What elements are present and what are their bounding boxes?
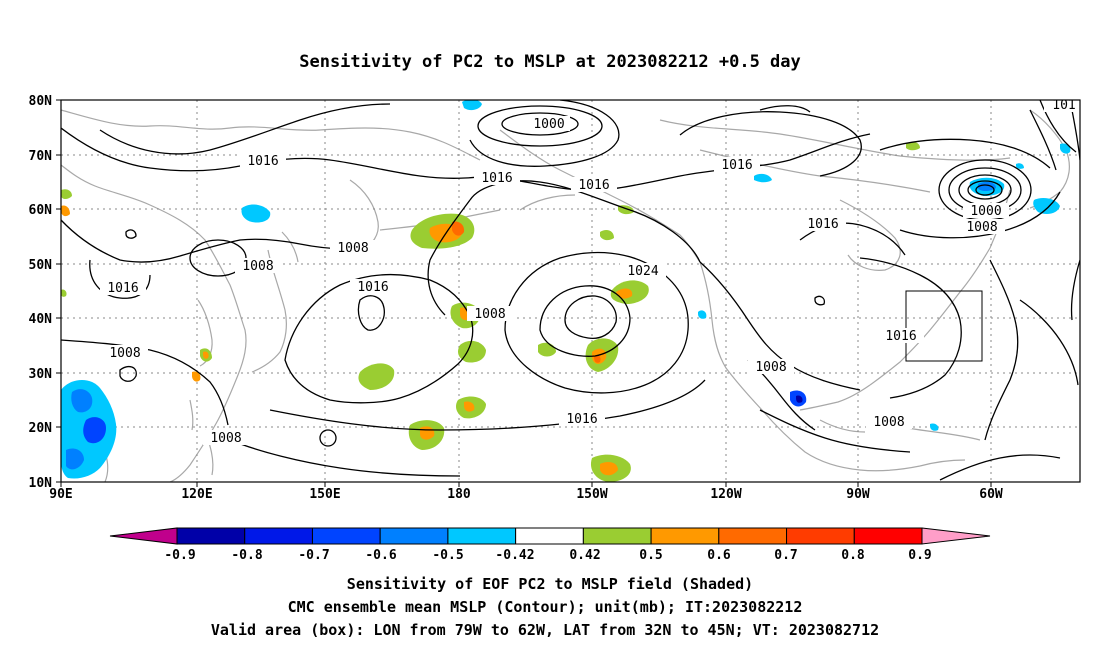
map-frame [60,99,1081,483]
isobar-label: 1008 [755,360,786,375]
colorbar: -0.9 -0.8 -0.7 -0.6 -0.5 -0.42 0.42 0.5 … [109,527,991,563]
isobar-label: 1016 [357,280,388,295]
isobar-label: 1008 [242,259,273,274]
isobar-label: 1000 [970,204,1001,219]
colorbar-tick: 0.5 [639,548,662,563]
lon-label: 180 [447,487,471,502]
isobar-label: 1008 [474,307,505,322]
isobar-label: 1024 [627,264,658,279]
valid-area-box [905,290,983,362]
isobar-label: 1008 [210,431,241,446]
colorbar-segment [311,527,381,545]
colorbar-segment [176,527,246,545]
colorbar-tick: 0.7 [774,548,797,563]
isobar-label: 1016 [247,154,278,169]
colorbar-tick: -0.9 [164,548,195,563]
isobar-label: 1016 [578,178,609,193]
lat-label: 40N [29,312,53,327]
colorbar-segment [786,527,855,545]
colorbar-segment [853,527,923,545]
lon-label: 150E [309,487,340,502]
axis-ticks [56,99,992,487]
isobar-label: 1016 [885,329,916,344]
colorbar-segment [447,527,517,545]
isobar-label: 1008 [873,415,904,430]
lon-label: 90E [49,487,72,502]
captions: Sensitivity of EOF PC2 to MSLP field (Sh… [211,575,879,639]
isobar-label: 1008 [109,346,140,361]
isobar-label: 1016 [807,217,838,232]
lat-label: 20N [29,421,53,436]
lat-label: 10N [29,476,53,491]
lon-label: 60W [979,487,1003,502]
lon-label: 150W [576,487,607,502]
isobar-label: 1000 [533,117,564,132]
lon-label: 90W [846,487,870,502]
caption-valid-area: Valid area (box): LON from 79W to 62W, L… [211,621,879,639]
isobar-label: 1016 [566,412,597,427]
colorbar-tick-labels: -0.9 -0.8 -0.7 -0.6 -0.5 -0.42 0.42 0.5 … [164,548,931,563]
lon-label: 120W [710,487,741,502]
lat-label: 80N [29,94,53,109]
colorbar-tick: 0.6 [707,548,731,563]
graticule [61,100,1080,482]
colorbar-segment [718,527,788,545]
lon-label: 120E [181,487,212,502]
colorbar-tick: 0.8 [841,548,865,563]
colorbar-left-arrow [109,527,178,545]
colorbar-tick: -0.8 [231,548,262,563]
colorbar-segment [515,527,584,545]
lat-label: 50N [29,258,53,273]
colorbar-tick: -0.42 [495,548,534,563]
colorbar-segment [244,527,313,545]
isobar-label: 1016 [721,158,752,173]
colorbar-tick: 0.42 [569,548,600,563]
caption-shading: Sensitivity of EOF PC2 to MSLP field (Sh… [347,575,753,593]
longitude-labels: 90E 120E 150E 180 150W 120W 90W 60W [49,487,1003,502]
figure-title: Sensitivity of PC2 to MSLP at 2023082212… [299,52,801,72]
isobar-label: 1016 [107,281,138,296]
lat-label: 30N [29,367,53,382]
colorbar-tick: -0.6 [365,548,396,563]
caption-contour: CMC ensemble mean MSLP (Contour); unit(m… [288,598,803,616]
isobar-labels: 1000 1016 1016 1016 1016 1016 1008 1008 … [100,98,1080,446]
lat-label: 70N [29,149,53,164]
colorbar-segments [176,527,923,545]
colorbar-segment [582,527,652,545]
colorbar-tick: -0.5 [432,548,463,563]
map-plot-area: 1000 1016 1016 1016 1016 1016 1008 1008 … [61,98,1080,482]
colorbar-tick: 0.9 [908,548,931,563]
isobar-label: 1016 [481,171,512,186]
latitude-labels: 80N 70N 60N 50N 40N 30N 20N 10N [29,94,53,491]
isobar-label: 1008 [966,220,997,235]
colorbar-segment [379,527,449,545]
isobar-label: 1008 [337,241,368,256]
colorbar-segment [650,527,720,545]
colorbar-tick: -0.7 [298,548,329,563]
mslp-contours [61,100,1080,481]
isobar-label: 101 [1052,98,1075,113]
lat-label: 60N [29,203,53,218]
colorbar-right-arrow [921,527,991,545]
